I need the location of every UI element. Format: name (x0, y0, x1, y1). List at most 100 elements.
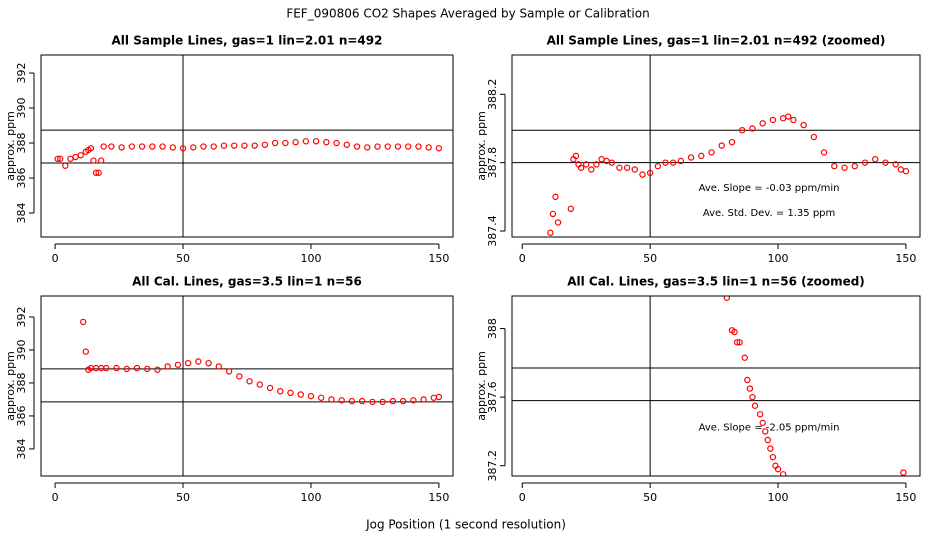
point (872, 156, 879, 163)
point (333, 139, 340, 147)
point (731, 328, 738, 336)
point (128, 143, 136, 150)
point (654, 162, 662, 170)
point (90, 157, 97, 164)
point (831, 162, 838, 170)
point (113, 364, 120, 372)
point (271, 139, 279, 147)
point (174, 361, 182, 368)
point (567, 205, 575, 213)
plot-frame (40, 295, 454, 477)
point (646, 169, 654, 177)
point (897, 166, 905, 173)
point (179, 145, 187, 152)
point (733, 339, 741, 346)
x-tick-label: 150 (895, 252, 916, 265)
point (588, 166, 595, 173)
point (902, 168, 910, 175)
x-tick-label: 0 (52, 252, 59, 265)
point (67, 155, 74, 162)
point (318, 394, 325, 401)
point (220, 142, 228, 149)
panel-title: All Cal. Lines, gas=3.5 lin=1 n=56 (132, 275, 362, 289)
y-tick-label: 387.8 (486, 147, 499, 179)
point (639, 171, 646, 178)
point (348, 397, 356, 405)
point (56, 155, 64, 162)
point (790, 116, 797, 124)
points (54, 138, 443, 176)
point (297, 391, 304, 398)
point (547, 229, 554, 236)
point (841, 164, 848, 171)
point (200, 143, 207, 150)
point (266, 384, 274, 392)
x-tick-label: 150 (895, 491, 916, 504)
point (785, 113, 792, 120)
point (698, 152, 705, 160)
point (95, 169, 102, 176)
annotation: Ave. Slope = -2.05 ppm/min (699, 422, 840, 433)
y-tick-label: 390 (15, 98, 28, 119)
point (225, 368, 233, 375)
y-tick-label: 388 (486, 318, 499, 339)
point (598, 156, 605, 163)
y-tick-label: 392 (15, 306, 28, 327)
point (338, 397, 345, 404)
point (374, 143, 381, 150)
point (364, 144, 371, 151)
point (800, 121, 807, 129)
point (72, 153, 79, 161)
point (287, 389, 294, 397)
y-tick-label: 387.6 (486, 381, 499, 413)
point (108, 143, 115, 150)
point (430, 394, 438, 401)
point (779, 115, 787, 122)
y-axis-label: approx. ppm (4, 111, 17, 181)
point (118, 144, 125, 151)
x-tick-label: 50 (176, 252, 190, 265)
point (410, 397, 417, 404)
point (62, 162, 69, 169)
point (759, 120, 766, 127)
point (774, 465, 782, 473)
point (762, 428, 769, 435)
panel-title: All Cal. Lines, gas=3.5 lin=1 n=56 (zoom… (567, 275, 865, 289)
point (384, 143, 391, 150)
point (389, 397, 397, 405)
point (744, 376, 751, 384)
point (394, 143, 402, 150)
x-tick-label: 100 (768, 491, 789, 504)
y-axis-label: approx. ppm (475, 111, 488, 181)
point (687, 154, 695, 161)
point (708, 149, 715, 156)
point (282, 139, 289, 147)
point (87, 145, 95, 152)
plot-frame (511, 54, 921, 238)
y-tick-label: 390 (15, 339, 28, 360)
x-tick-label: 0 (519, 252, 526, 265)
point (718, 142, 725, 149)
point (405, 143, 412, 150)
x-tick-label: 0 (519, 491, 526, 504)
point (756, 411, 764, 418)
point (723, 296, 731, 301)
point (241, 142, 248, 149)
y-tick-label: 386 (15, 405, 28, 426)
point (133, 364, 141, 372)
y-tick-label: 388 (15, 372, 28, 393)
point (616, 164, 623, 171)
point (552, 193, 559, 201)
point (769, 453, 777, 461)
point (677, 157, 685, 165)
x-axis-label: Jog Position (1 second resolution) (365, 518, 566, 532)
point (215, 363, 223, 370)
point (662, 159, 669, 166)
point (608, 159, 615, 166)
y-tick-label: 388 (15, 133, 28, 154)
point (851, 162, 858, 170)
point (103, 364, 110, 372)
point (861, 159, 869, 166)
x-tick-label: 150 (428, 491, 449, 504)
point (749, 125, 756, 132)
